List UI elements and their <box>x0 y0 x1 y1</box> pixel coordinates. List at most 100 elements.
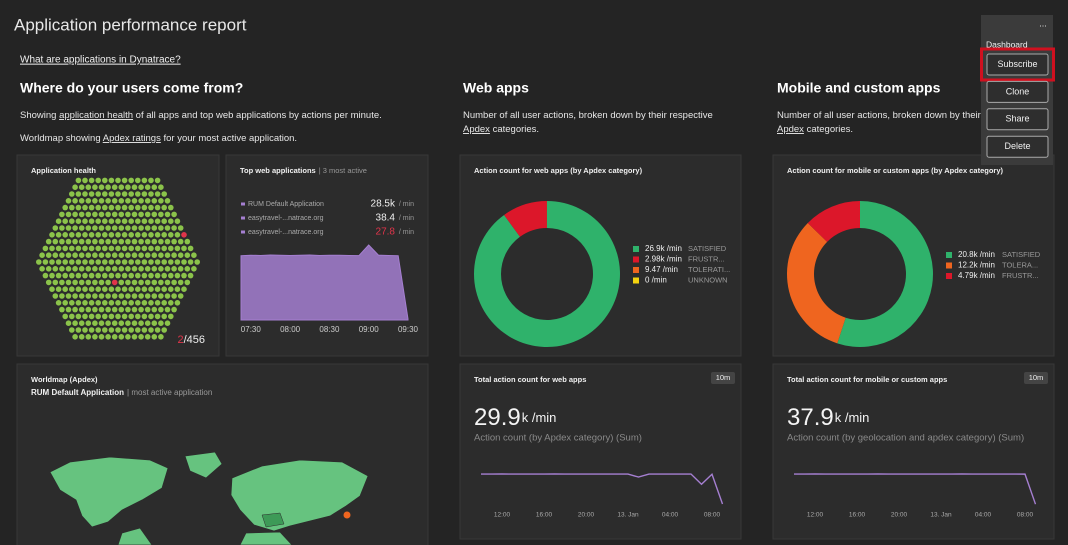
menu-button-label[interactable]: Delete <box>1004 141 1030 151</box>
paragraph-link[interactable]: Apdex <box>463 124 490 135</box>
x-tick-label: 13. Jan <box>617 512 639 519</box>
app-dot <box>181 259 187 265</box>
app-dot <box>138 198 144 204</box>
app-dot <box>168 272 174 279</box>
app-dot <box>75 232 82 238</box>
app-dot <box>55 259 62 265</box>
app-dot <box>158 225 164 231</box>
app-dot <box>92 334 98 340</box>
app-dot <box>85 320 92 327</box>
app-dot <box>168 313 174 320</box>
app-dot <box>105 279 111 286</box>
app-dot <box>39 252 45 258</box>
app-dot <box>88 218 95 224</box>
app-dot <box>171 252 177 258</box>
paragraph-text: of all apps and top web applications by … <box>133 110 382 121</box>
app-dot <box>98 238 105 245</box>
app-dot <box>164 225 171 231</box>
menu-button-label[interactable]: Share <box>1005 114 1029 124</box>
app-dot <box>128 204 134 211</box>
app-dot <box>59 238 65 245</box>
app-dot <box>154 191 161 197</box>
app-dot <box>88 177 95 184</box>
legend-value: 26.9k /min <box>645 244 682 253</box>
app-dot <box>171 211 177 218</box>
x-tick-label: 16:00 <box>849 512 866 519</box>
app-dot <box>171 306 177 313</box>
menu-button[interactable] <box>986 108 1049 131</box>
app-dot <box>171 266 177 272</box>
menu-more[interactable]: ... <box>1039 18 1047 28</box>
app-dot <box>144 279 151 286</box>
app-dot <box>111 293 118 299</box>
app-dot <box>69 259 75 265</box>
app-dot <box>95 272 101 279</box>
menu-button[interactable] <box>986 135 1049 158</box>
app-dot <box>72 320 78 327</box>
x-tick-label: 13. Jan <box>930 512 952 519</box>
menu-button-label[interactable]: Clone <box>1006 86 1030 96</box>
app-dot <box>128 245 134 252</box>
donut-slice <box>504 201 547 237</box>
app-dot <box>187 259 194 265</box>
legend-value: 0 /min <box>645 276 667 285</box>
tile <box>459 363 742 540</box>
app-dot <box>52 238 59 245</box>
paragraph-text: categories. <box>804 124 853 135</box>
app-dot <box>144 266 151 272</box>
app-dot <box>111 252 118 258</box>
app-dot <box>168 245 174 252</box>
app-dot <box>191 266 197 272</box>
app-dot <box>85 334 92 340</box>
app-dot <box>72 225 78 231</box>
help-link[interactable]: What are applications in Dynatrace? <box>20 55 181 66</box>
app-dot <box>75 313 82 320</box>
menu-label: Dashboard <box>986 39 1028 49</box>
app-dot <box>69 204 75 211</box>
app-dot <box>121 300 128 306</box>
app-dot <box>141 191 148 197</box>
app-dot <box>144 225 151 231</box>
app-dot <box>82 245 88 252</box>
app-dot <box>128 259 134 265</box>
menu-button-label[interactable]: Subscribe <box>997 59 1037 69</box>
app-dot <box>85 266 92 272</box>
row-icon <box>241 202 245 206</box>
app-dot <box>131 198 138 204</box>
legend-swatch <box>633 277 639 284</box>
app-dot <box>164 211 171 218</box>
app-dot <box>75 259 82 265</box>
app-dot <box>161 218 167 224</box>
map-land <box>117 527 153 545</box>
app-dot <box>88 300 95 306</box>
paragraph-link[interactable]: Apdex ratings <box>103 133 161 144</box>
menu-button[interactable] <box>986 80 1049 103</box>
app-dot <box>111 238 118 245</box>
app-dot <box>39 266 45 272</box>
app-dot <box>131 306 138 313</box>
donut-slice <box>473 201 621 348</box>
paragraph-link[interactable]: Apdex <box>777 124 804 135</box>
menu-button[interactable] <box>986 53 1049 76</box>
app-name: RUM Default Application <box>248 201 324 208</box>
legend-swatch <box>633 246 639 252</box>
app-dot <box>65 211 72 218</box>
highlight-box <box>980 47 1055 82</box>
app-dot <box>115 218 121 224</box>
app-dot <box>59 211 65 218</box>
app-dot <box>164 198 171 204</box>
app-dot <box>111 198 118 204</box>
app-dot <box>161 313 167 320</box>
paragraph-link[interactable]: application health <box>59 110 133 121</box>
app-dot <box>75 245 82 252</box>
app-dot <box>144 211 151 218</box>
app-dot <box>65 320 72 327</box>
app-dot <box>59 306 65 313</box>
app-dot <box>82 286 88 293</box>
app-dot <box>65 306 72 313</box>
paragraph-text: categories. <box>490 124 539 135</box>
app-dot <box>128 300 134 306</box>
tile-title: Application health <box>31 166 96 175</box>
app-dot <box>92 320 98 327</box>
app-dot <box>148 177 154 184</box>
